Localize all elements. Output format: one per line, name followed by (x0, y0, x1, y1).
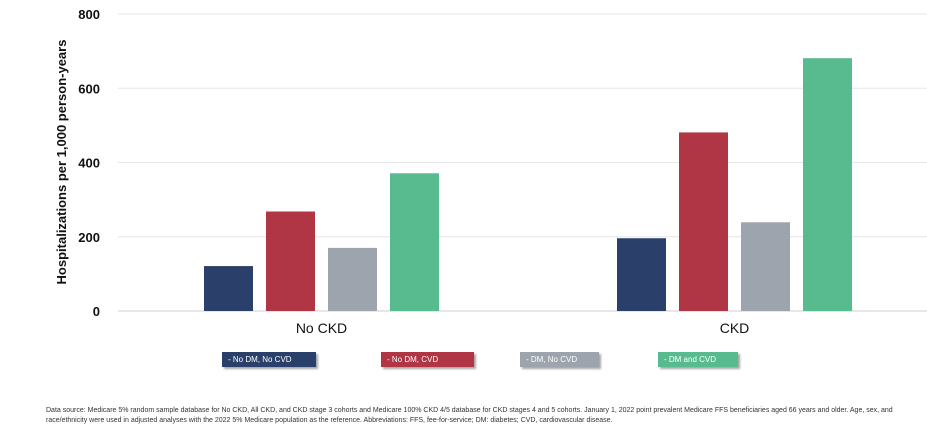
y-tick-label: 600 (78, 81, 100, 96)
bar (617, 238, 666, 311)
y-tick-label: 800 (78, 7, 100, 22)
footnote: Data source: Medicare 5% random sample d… (46, 407, 893, 424)
bar (803, 58, 852, 312)
y-axis-ticks: 0 200 400 600 800 (78, 7, 100, 319)
bars (204, 58, 852, 312)
y-axis-label: Hospitalizations per 1,000 person-years (54, 40, 69, 285)
y-tick-label: 0 (93, 304, 100, 319)
bar-chart: Hospitalizations per 1,000 person-years … (54, 7, 927, 336)
gridlines (118, 13, 927, 312)
legend-item: - DM and CVD (658, 352, 738, 367)
y-tick-label: 400 (78, 156, 100, 171)
bar (679, 132, 728, 311)
x-axis-categories: No CKD CKD (296, 320, 749, 336)
y-tick-label: 200 (78, 230, 100, 245)
x-category-label: No CKD (296, 320, 347, 336)
legend-item: - DM, No CVD (520, 352, 599, 367)
bar (328, 247, 377, 311)
legend-item: - No DM, CVD (381, 352, 474, 367)
bar (741, 222, 790, 311)
bar (390, 173, 439, 311)
bar (266, 211, 315, 311)
x-category-label: CKD (720, 320, 750, 336)
legend-item: - No DM, No CVD (222, 352, 316, 367)
bar (204, 266, 253, 311)
legend: - No DM, No CVD - No DM, CVD - DM, No CVD -… (0, 352, 927, 372)
